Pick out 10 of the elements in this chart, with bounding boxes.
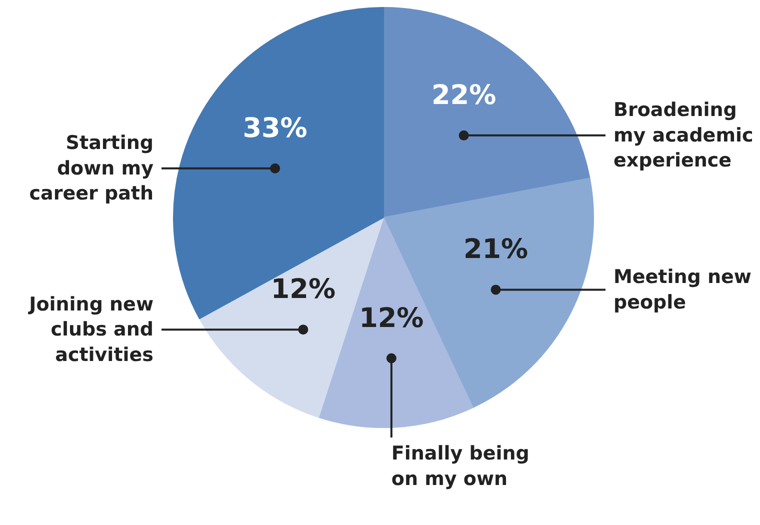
slice-label: Starting down my career path (29, 132, 154, 205)
slice-label: Meeting new people (614, 266, 752, 314)
slice-label: Broadening my academic experience (614, 99, 754, 172)
data-label: 22% (432, 80, 496, 111)
slice-label: Finally being on my own (391, 442, 530, 490)
data-label: 21% (463, 234, 528, 266)
data-label: 12% (359, 302, 424, 334)
slice-label: Joining new clubs and activities (27, 293, 154, 366)
data-label: 12% (270, 274, 336, 306)
data-label: 33% (242, 112, 308, 144)
